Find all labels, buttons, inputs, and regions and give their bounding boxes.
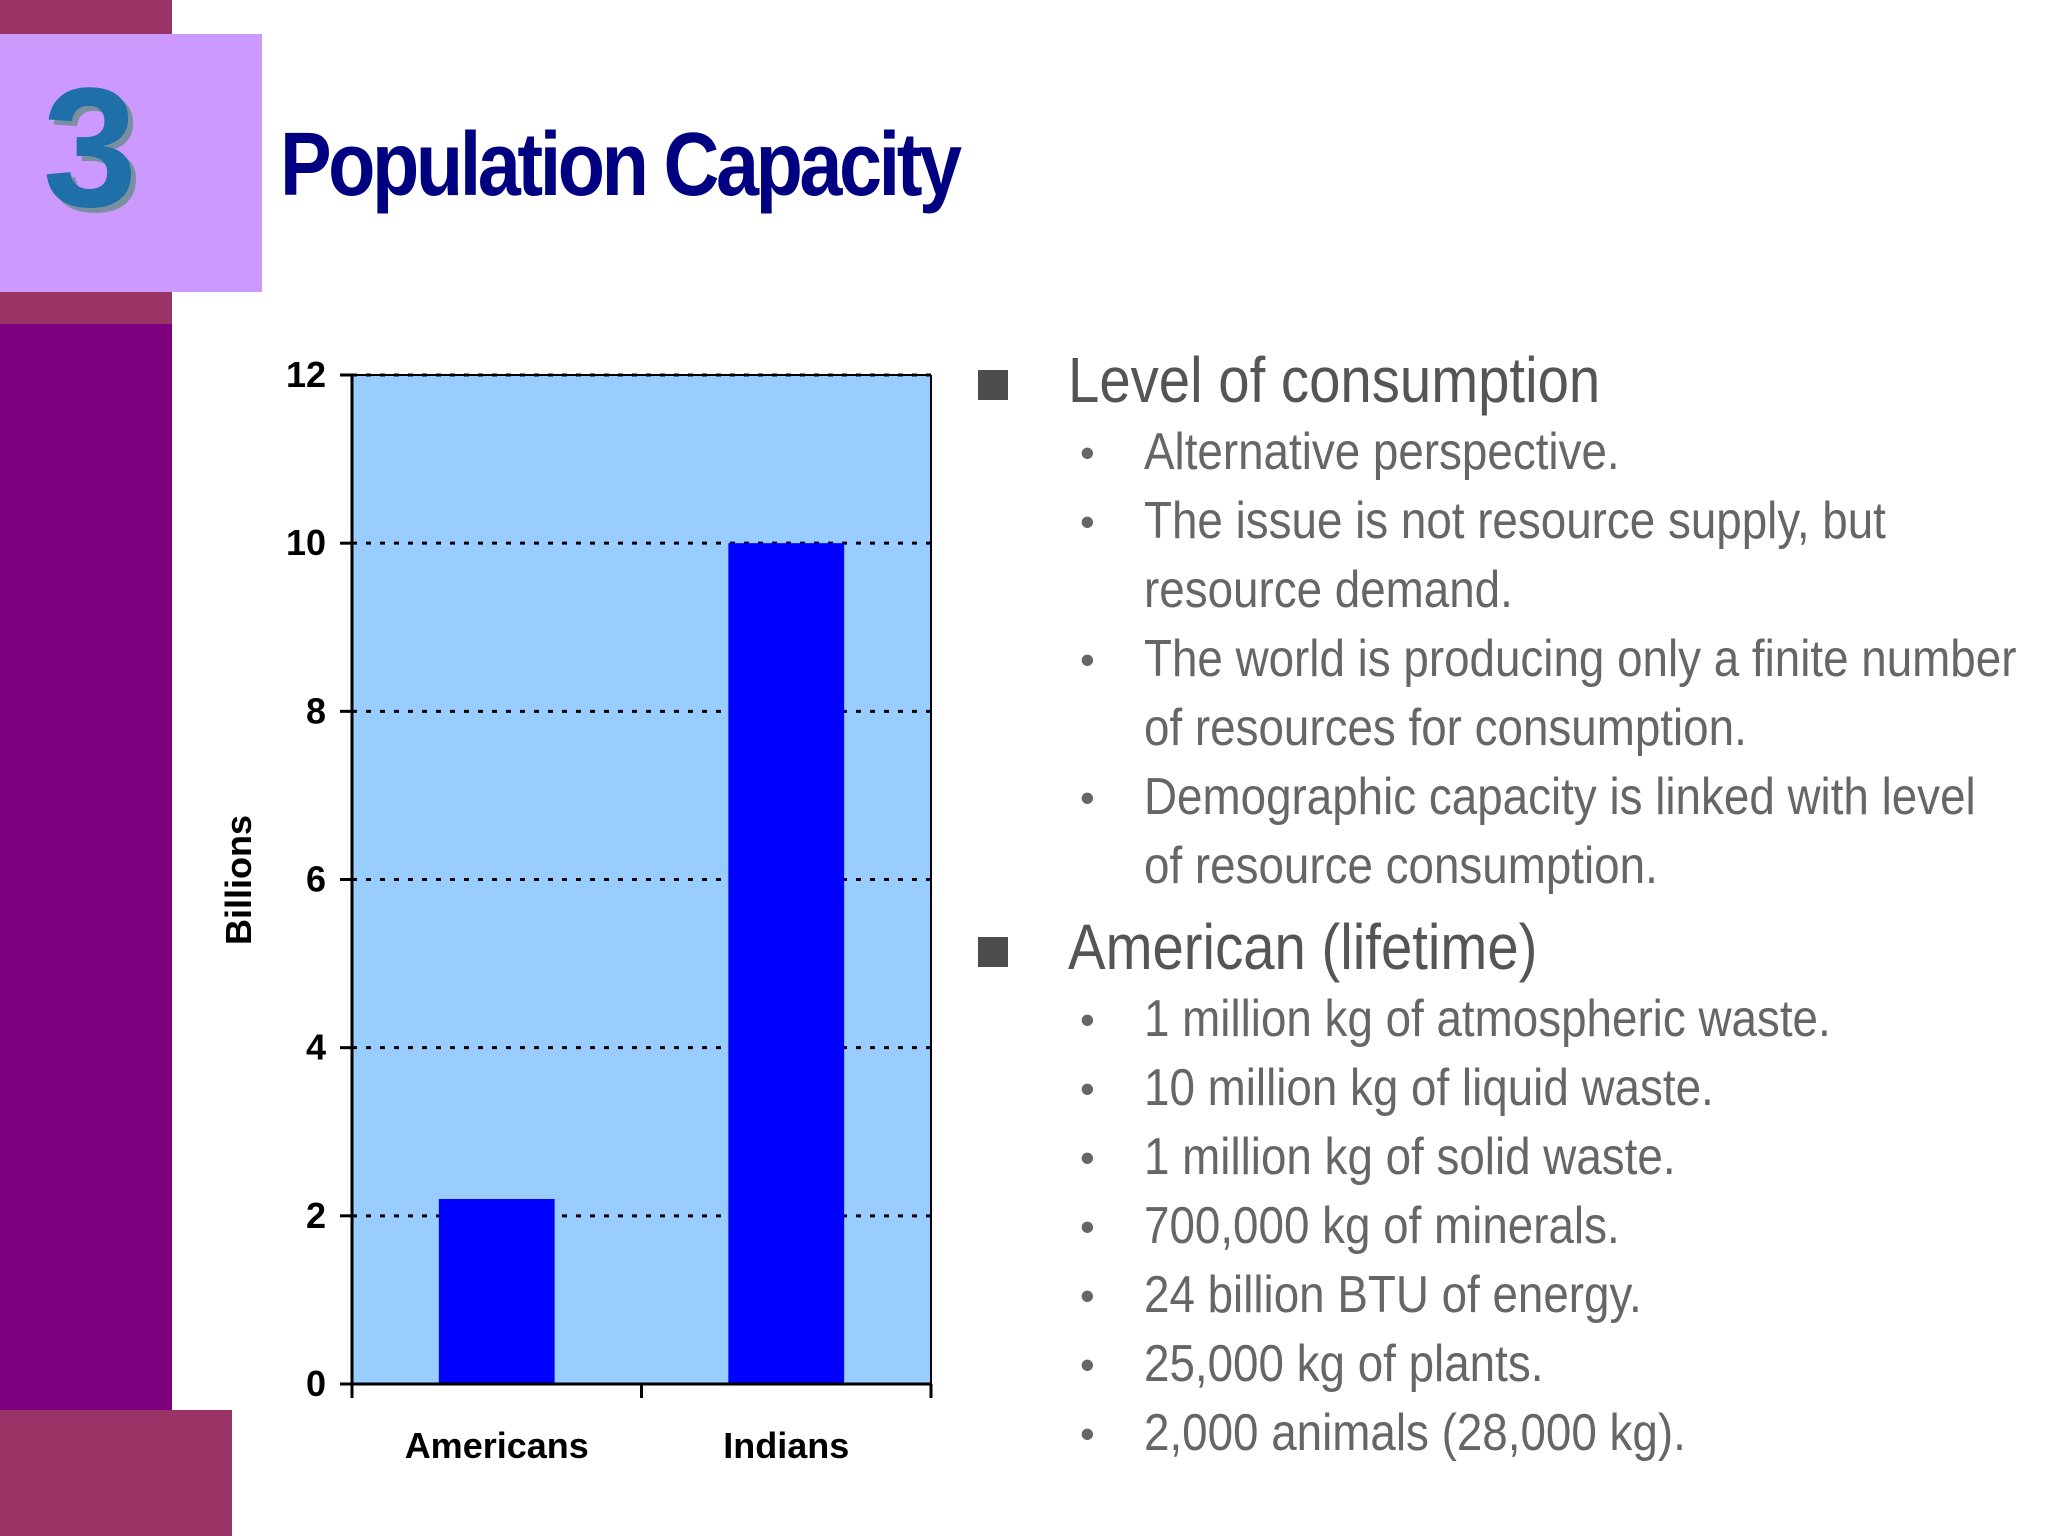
bullet-dot-icon: • xyxy=(1080,1410,1095,1457)
bar-americans xyxy=(438,1199,555,1384)
bullet-dot-icon: • xyxy=(1080,774,1095,821)
bullet-dot-icon: • xyxy=(1080,636,1095,683)
list-item: • Demographic capacity is linked with lev… xyxy=(978,763,2038,901)
bullet-section-american-lifetime: American (lifetime) • 1 million kg of atm… xyxy=(978,909,2038,1468)
top-accent-strip xyxy=(0,0,172,36)
slide-number-box xyxy=(0,34,262,292)
square-bullet-icon xyxy=(978,370,1008,400)
bullet-dot-icon: • xyxy=(1080,498,1095,545)
list-item: • 700,000 kg of minerals. xyxy=(978,1192,2038,1261)
middle-accent-strip xyxy=(0,290,172,324)
bullet-dot-icon: • xyxy=(1080,1203,1095,1250)
bullet-dot-icon: • xyxy=(1080,1272,1095,1319)
list-item: • 25,000 kg of plants. xyxy=(978,1330,2038,1399)
list-item: • 10 million kg of liquid waste. xyxy=(978,1054,2038,1123)
bar-chart: 0 2 4 6 8 10 12 Americans Indians Billions xyxy=(218,354,933,1466)
list-item: • 2,000 animals (28,000 kg). xyxy=(978,1399,2038,1468)
bullet-dot-icon: • xyxy=(1080,1134,1095,1181)
bottom-accent-block xyxy=(0,1410,232,1536)
bullet-dot-icon: • xyxy=(1080,1341,1095,1388)
y-tick-labels: 0 2 4 6 8 10 12 xyxy=(286,354,326,1404)
slide-title: Population Capacity xyxy=(280,115,962,215)
bullet-dot-icon: • xyxy=(1080,1065,1095,1112)
y-axis-label: Billions xyxy=(218,815,259,945)
bullet-dot-icon: • xyxy=(1080,429,1095,476)
list-item: • 1 million kg of atmospheric waste. xyxy=(978,985,2038,1054)
y-tick-label: 10 xyxy=(286,522,326,563)
x-tick-label: Americans xyxy=(405,1425,589,1466)
axes xyxy=(340,373,933,1398)
bullet-section-consumption: Level of consumption • Alternative perspe… xyxy=(978,342,2038,901)
x-tick-label: Indians xyxy=(723,1425,849,1466)
bullet-heading: American (lifetime) xyxy=(978,909,2038,985)
list-item: • The world is producing only a finite nu… xyxy=(978,625,2038,763)
bar-indians xyxy=(728,543,845,1384)
y-tick-label: 4 xyxy=(306,1027,326,1068)
y-tick-label: 12 xyxy=(286,354,326,395)
list-item: • 1 million kg of solid waste. xyxy=(978,1123,2038,1192)
list-item: • 24 billion BTU of energy. xyxy=(978,1261,2038,1330)
bars xyxy=(438,543,845,1384)
bullet-dot-icon: • xyxy=(1080,996,1095,1043)
x-tick-labels: Americans Indians xyxy=(405,1425,850,1466)
y-tick-label: 2 xyxy=(306,1195,326,1236)
bullet-list: Level of consumption • Alternative perspe… xyxy=(978,342,2038,1468)
y-tick-label: 0 xyxy=(306,1363,326,1404)
bullet-heading: Level of consumption xyxy=(978,342,2038,418)
square-bullet-icon xyxy=(978,937,1008,967)
list-item: • Alternative perspective. xyxy=(978,418,2038,487)
list-item: • The issue is not resource supply, but r… xyxy=(978,487,2038,625)
slide-number: 3 xyxy=(42,53,138,243)
y-tick-label: 8 xyxy=(306,690,326,731)
y-tick-label: 6 xyxy=(306,859,326,900)
